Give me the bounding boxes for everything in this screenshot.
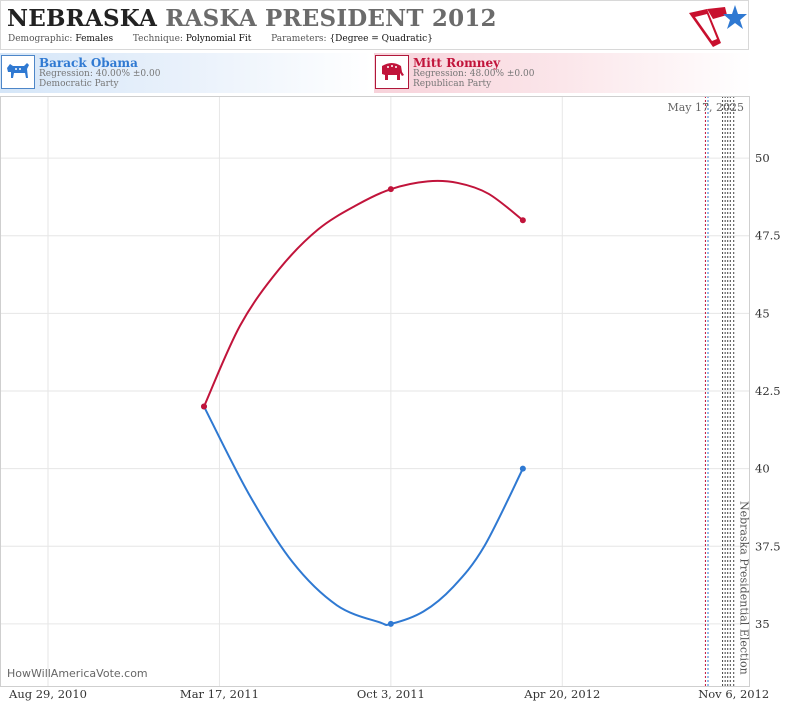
chart-axes: Aug 29, 2010 Mar 17, 2011 Oct 3, 2011 Apr 2… <box>0 96 781 701</box>
plot-frame <box>0 96 750 687</box>
candidate-regression: Regression: 48.00% ±0.00 <box>413 69 535 79</box>
y-tick-label: 35 <box>755 617 770 631</box>
demographic-label: Demographic: <box>8 34 73 44</box>
data-point <box>519 465 526 472</box>
title-state: NEBRASKA <box>7 5 158 32</box>
election-label: Nebraska Presidential Election <box>738 501 751 675</box>
series-line <box>203 179 524 407</box>
candidate-party: Democratic Party <box>39 79 119 89</box>
current-date-label: May 17, 2025 <box>667 101 744 114</box>
x-tick-label: Apr 20, 2012 <box>523 687 600 701</box>
star-flag-logo-icon <box>689 5 747 47</box>
x-tick-label: Nov 6, 2012 <box>698 687 769 701</box>
technique-value: Polynomial Fit <box>185 34 252 44</box>
candidate-party: Republican Party <box>413 79 492 89</box>
donkey-icon <box>1 55 35 89</box>
chart-grid <box>0 96 750 686</box>
candidate-obama-panel: Barack Obama Regression: 40.00% ±0.00 De… <box>0 53 372 93</box>
y-tick-label: 42.5 <box>755 384 781 398</box>
title-race: RASKA PRESIDENT <box>165 5 424 32</box>
data-point <box>387 620 394 627</box>
subheader: Demographic: Females Technique: Polynomi… <box>8 34 433 44</box>
y-tick-label: 45 <box>755 306 770 320</box>
elephant-icon <box>375 55 409 89</box>
chart-header: NEBRASKA RASKA PRESIDENT 2012 Demographi… <box>0 0 749 50</box>
title-year: 2012 <box>431 5 497 32</box>
watermark: HowWillAmericaVote.com <box>7 667 148 680</box>
y-tick-label: 50 <box>755 151 770 165</box>
poll-chart: Aug 29, 2010 Mar 17, 2011 Oct 3, 2011 Apr 2… <box>0 96 781 701</box>
candidate-name: Barack Obama <box>39 56 138 70</box>
demographic-value: Females <box>75 34 114 44</box>
technique-label: Technique: <box>132 34 183 44</box>
data-point <box>201 403 207 410</box>
chart-series <box>201 179 526 627</box>
candidate-regression: Regression: 40.00% ±0.00 <box>39 69 161 79</box>
data-point <box>519 217 526 224</box>
parameters-value: {Degree = Quadratic} <box>329 34 433 44</box>
x-tick-label: Aug 29, 2010 <box>8 687 87 701</box>
candidate-romney-panel: Mitt Romney Regression: 48.00% ±0.00 Rep… <box>374 53 752 93</box>
parameters-label: Parameters: <box>271 34 327 44</box>
y-tick-label: 40 <box>755 462 770 476</box>
x-tick-label: Mar 17, 2011 <box>180 687 259 701</box>
y-tick-label: 37.5 <box>755 539 781 553</box>
x-tick-label: Oct 3, 2011 <box>357 687 425 701</box>
y-tick-label: 47.5 <box>755 229 781 243</box>
page-title: NEBRASKA RASKA PRESIDENT 2012 <box>7 5 497 32</box>
candidate-name: Mitt Romney <box>413 56 501 70</box>
series-line <box>203 406 524 627</box>
data-point <box>387 186 394 193</box>
